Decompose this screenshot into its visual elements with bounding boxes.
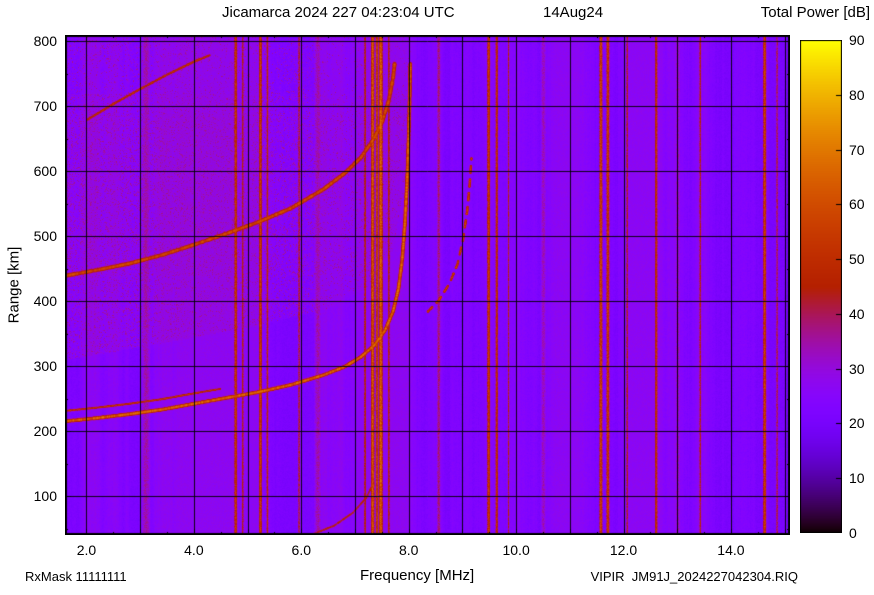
colorbar-tick-label: 50 bbox=[849, 251, 865, 268]
rxmask-label: RxMask 11111111 bbox=[25, 569, 127, 584]
x-tick-label: 14.0 bbox=[717, 542, 745, 558]
x-tick-label: 4.0 bbox=[184, 542, 204, 558]
colorbar-tick-label: 0 bbox=[849, 525, 857, 541]
y-tick-label: 800 bbox=[33, 33, 57, 50]
colorbar-tick-label: 80 bbox=[849, 86, 865, 103]
colorbar-title: Total Power [dB] bbox=[760, 4, 870, 21]
x-tick-label: 8.0 bbox=[398, 542, 419, 558]
data-file-label: VIPIR JM91J_2024227042304.RIQ bbox=[590, 569, 798, 584]
y-tick-label: 300 bbox=[33, 358, 57, 375]
colorbar-tick-label: 20 bbox=[849, 415, 865, 432]
y-tick-label: 400 bbox=[33, 293, 57, 310]
colorbar-tick-label: 10 bbox=[849, 470, 865, 487]
page-title: Jicamarca 2024 227 04:23:04 UTC bbox=[222, 4, 455, 21]
colorbar-tick-label: 70 bbox=[849, 141, 865, 158]
y-tick-label: 200 bbox=[33, 423, 57, 440]
x-tick-label: 6.0 bbox=[291, 542, 312, 558]
y-tick-label: 500 bbox=[33, 228, 57, 245]
x-tick-label: 12.0 bbox=[609, 542, 638, 558]
ionogram-heatmap-canvas bbox=[65, 35, 790, 535]
x-axis-label: Frequency [MHz] bbox=[360, 567, 475, 584]
y-axis-label: Range [km] bbox=[5, 246, 23, 324]
colorbar-canvas bbox=[800, 40, 842, 533]
colorbar-tick-label: 40 bbox=[849, 305, 865, 322]
date-label: 14Aug24 bbox=[543, 4, 604, 21]
colorbar-tick-label: 30 bbox=[849, 360, 865, 377]
y-tick-label: 700 bbox=[33, 98, 57, 115]
colorbar-tick-label: 60 bbox=[849, 196, 865, 213]
x-tick-label: 2.0 bbox=[76, 542, 97, 558]
colorbar-tick-label: 90 bbox=[849, 32, 865, 48]
y-tick-label: 100 bbox=[33, 488, 57, 505]
x-tick-label: 10.0 bbox=[502, 542, 530, 558]
y-tick-label: 600 bbox=[33, 163, 57, 180]
